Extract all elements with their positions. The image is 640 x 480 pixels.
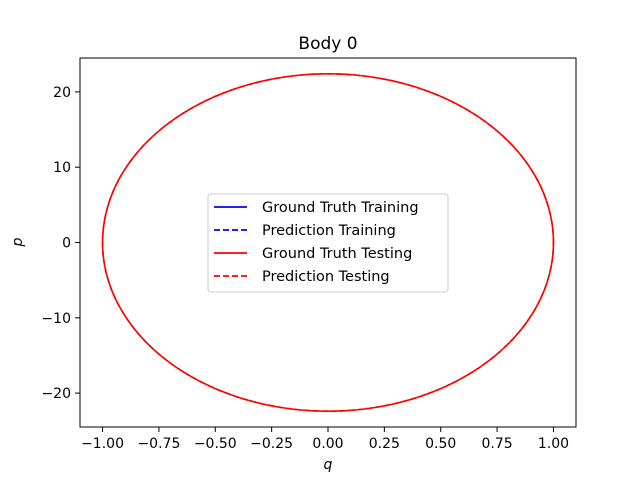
legend-label: Prediction Testing bbox=[262, 269, 390, 285]
legend-label: Ground Truth Training bbox=[262, 200, 419, 216]
x-tick-label: −0.50 bbox=[194, 436, 237, 452]
legend-box bbox=[207, 193, 449, 293]
x-tick-label: 0.25 bbox=[369, 436, 400, 452]
y-tick-label: 20 bbox=[53, 85, 71, 101]
series-line-3 bbox=[101, 73, 555, 412]
x-axis: −1.00 −0.75 −0.50 −0.25 0.00 0.25 0.50 0.75 1.00 bbox=[81, 427, 569, 452]
x-tick-label: 0.75 bbox=[482, 436, 513, 452]
x-tick-label: −0.25 bbox=[250, 436, 293, 452]
x-tick-label: −1.00 bbox=[81, 436, 124, 452]
y-tick-label: 10 bbox=[53, 160, 71, 176]
x-axis-title: q bbox=[324, 457, 333, 473]
x-tick-label: −0.75 bbox=[137, 436, 180, 452]
y-tick-label: −10 bbox=[41, 311, 71, 327]
x-tick-label: 0.00 bbox=[312, 436, 343, 452]
x-tick-label: 1.00 bbox=[538, 436, 569, 452]
x-tick-label: 0.50 bbox=[425, 436, 456, 452]
legend: Ground Truth Training Prediction Training… bbox=[207, 193, 449, 293]
y-tick-label: −20 bbox=[41, 386, 71, 402]
y-axis-title: p bbox=[10, 237, 26, 247]
legend-label: Prediction Training bbox=[262, 223, 396, 239]
y-tick-label: 0 bbox=[62, 236, 71, 252]
y-axis: −20 −10 0 10 20 bbox=[41, 85, 80, 402]
series-layer bbox=[101, 73, 555, 412]
legend-label: Ground Truth Testing bbox=[262, 246, 412, 262]
chart-title: Body 0 bbox=[298, 34, 357, 54]
